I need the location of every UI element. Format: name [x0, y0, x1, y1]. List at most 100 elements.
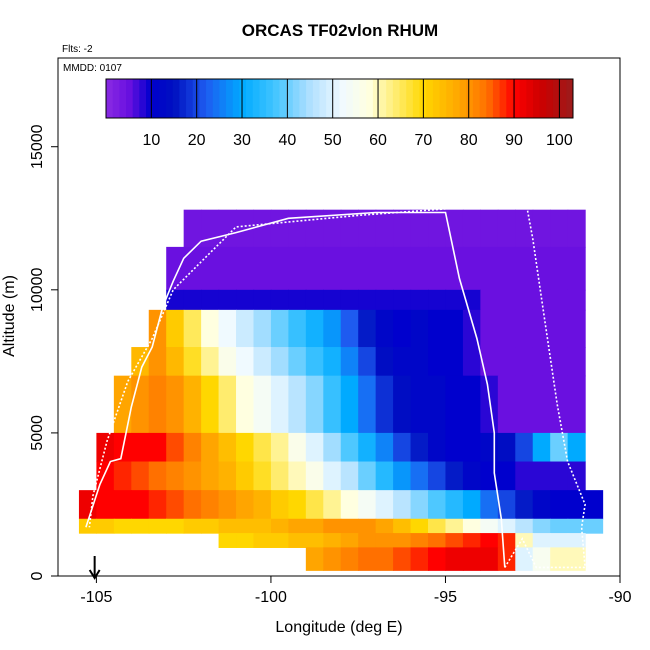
x-axis-label: Longitude (deg E): [275, 619, 402, 636]
heatmap-cell: [375, 432, 394, 463]
flight-track-return: [88, 200, 586, 569]
heatmap-cell: [131, 490, 150, 520]
heatmap-cell: [340, 547, 359, 571]
heatmap-cell: [497, 246, 516, 291]
heatmap-cell: [305, 309, 324, 348]
heatmap-cell: [532, 432, 551, 463]
heatmap-cell: [288, 289, 307, 311]
heatmap-cell: [480, 289, 499, 311]
heatmap-cell: [131, 432, 150, 463]
heatmap-cell: [428, 246, 447, 291]
heatmap-cell: [218, 461, 237, 491]
heatmap-cell: [410, 461, 429, 491]
colorbar-segment: [299, 79, 307, 118]
heatmap-cell: [567, 547, 586, 571]
heatmap-cell: [358, 347, 377, 377]
heatmap-cell: [166, 490, 185, 520]
colorbar-tick-label: 20: [188, 132, 206, 149]
heatmap-cell: [532, 533, 551, 548]
x-tick-label: -90: [608, 589, 631, 606]
heatmap-cell: [462, 518, 481, 534]
heatmap-cell: [358, 461, 377, 491]
heatmap-cell: [445, 461, 464, 491]
heatmap-cell: [532, 246, 551, 291]
heatmap-cell: [515, 547, 534, 571]
heatmap-cell: [340, 375, 359, 434]
colorbar-segment: [306, 79, 314, 118]
heatmap-cell: [323, 432, 342, 463]
heatmap-cell: [270, 347, 289, 377]
heatmap-cell: [253, 246, 272, 291]
heatmap-cell: [323, 533, 342, 548]
colorbar-segment: [552, 79, 561, 118]
heatmap-cell: [497, 518, 516, 534]
heatmap-cell: [166, 347, 185, 377]
heatmap-cell: [218, 490, 237, 520]
heatmap-cell: [288, 490, 307, 520]
colorbar-tick-label: 70: [414, 132, 432, 149]
heatmap-cell: [96, 490, 115, 520]
heatmap-cell: [183, 289, 202, 311]
flights-note: Flts: -2: [62, 44, 93, 55]
colorbar: 10 20 30 40 50 60 70 80 90 100: [105, 78, 574, 149]
heatmap-cell: [515, 432, 534, 463]
y-axis: 0 5000 10000 15000: [29, 124, 58, 580]
heatmap-cell: [567, 490, 586, 520]
heatmap-cell: [462, 547, 481, 571]
colorbar-segment: [392, 79, 401, 118]
colorbar-tick-label: 90: [505, 132, 523, 149]
heatmap-cell: [445, 309, 464, 348]
heatmap-cell: [515, 347, 534, 377]
x-tick-label: -100: [255, 589, 287, 606]
heatmap-cell: [497, 461, 516, 491]
colorbar-segment: [512, 79, 521, 118]
heatmap-cell: [410, 518, 429, 534]
heatmap-cell: [550, 547, 569, 571]
heatmap-cell: [288, 246, 307, 291]
heatmap-cell: [550, 289, 569, 311]
colorbar-segment: [546, 79, 554, 118]
heatmap-cell: [393, 209, 412, 248]
heatmap-cell: [480, 533, 499, 548]
colorbar-segment: [412, 79, 421, 118]
heatmap-cell: [515, 518, 534, 534]
heatmap-cell: [166, 309, 185, 348]
heatmap-cell: [532, 289, 551, 311]
colorbar-segment: [212, 79, 220, 118]
heatmap-cell: [340, 209, 359, 248]
heatmap-cell: [236, 289, 255, 311]
heatmap-cell: [218, 533, 237, 548]
colorbar-segment: [266, 79, 274, 118]
heatmap-cell: [410, 309, 429, 348]
colorbar-segment: [539, 79, 547, 118]
heatmap-cell: [305, 518, 324, 534]
heatmap-cell: [410, 347, 429, 377]
heatmap-cell: [358, 518, 377, 534]
heatmap-cell: [166, 375, 185, 434]
heatmap-cell: [567, 309, 586, 348]
heatmap-cell: [201, 289, 220, 311]
heatmap-cell: [253, 289, 272, 311]
heatmap-cell: [515, 209, 534, 248]
colorbar-segment: [332, 79, 340, 118]
heatmap-cell: [480, 432, 499, 463]
heatmap-cell: [305, 375, 324, 434]
heatmap-cell: [253, 209, 272, 248]
colorbar-segment: [106, 79, 114, 118]
heatmap-cell: [428, 375, 447, 434]
heatmap-cell: [218, 209, 237, 248]
heatmap-cell: [480, 309, 499, 348]
heatmap-cell: [375, 461, 394, 491]
y-axis-label: Altitude (m): [1, 275, 18, 357]
heatmap-cell: [585, 518, 604, 534]
heatmap-cell: [288, 518, 307, 534]
colorbar-tick-label: 60: [369, 132, 387, 149]
heatmap-cell: [218, 375, 237, 434]
heatmap-cell: [340, 246, 359, 291]
heatmap-cell: [375, 518, 394, 534]
chart-title: ORCAS TF02vlon RHUM: [242, 21, 438, 40]
colorbar-segment: [139, 79, 147, 118]
heatmap-cell: [270, 518, 289, 534]
heatmap-cell: [305, 533, 324, 548]
heatmap-cell: [410, 490, 429, 520]
